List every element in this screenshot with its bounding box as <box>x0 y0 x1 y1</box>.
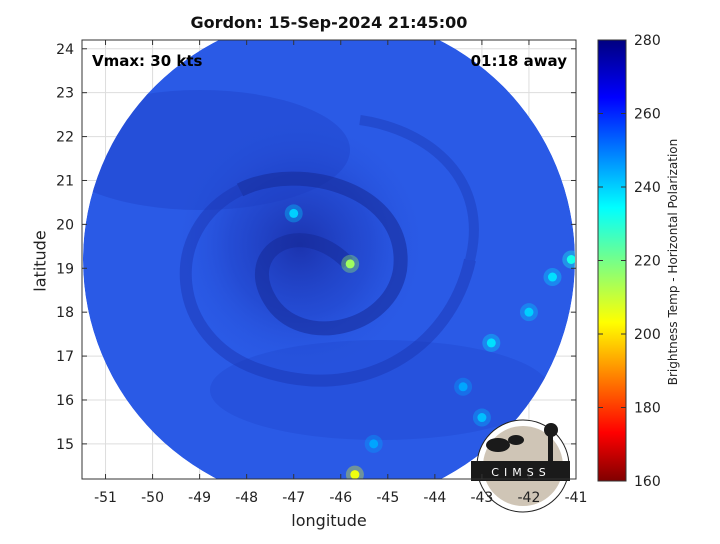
y-tick-label: 23 <box>56 86 74 102</box>
y-tick-label: 15 <box>56 437 74 453</box>
convective-features <box>284 204 575 479</box>
axes-frame <box>81 39 577 480</box>
convective-feature <box>477 413 487 423</box>
convective-feature <box>547 272 557 282</box>
y-tick-label: 19 <box>56 261 74 277</box>
x-tick-label: -44 <box>423 490 446 506</box>
colorbar-tick-label: 180 <box>634 401 661 417</box>
colorbar-tick-label: 260 <box>634 107 661 123</box>
x-tick-label: -50 <box>141 490 164 506</box>
spiral-band-outer <box>179 184 476 387</box>
convective-feature <box>350 470 360 479</box>
convective-feature <box>458 382 468 392</box>
y-tick-label: 16 <box>56 393 74 409</box>
y-axis-label: latitude <box>30 230 50 292</box>
colorbar-tick-label: 160 <box>634 474 661 490</box>
x-tick-label: -46 <box>329 490 352 506</box>
colorbar-ticks: 160 180 200 220 240 260 280 <box>598 33 661 490</box>
y-tick-label: 18 <box>56 305 74 321</box>
x-tick-label: -45 <box>376 490 399 506</box>
cimss-logo-text: CIMSS <box>491 466 550 479</box>
y-tick-label: 20 <box>56 217 74 233</box>
colorbar-tick-label: 240 <box>634 180 661 196</box>
convective-feature <box>369 439 379 449</box>
colorbar-tick-label: 200 <box>634 327 661 343</box>
convective-feature <box>486 338 496 348</box>
cloud-band-south <box>210 340 550 440</box>
colorbar-tick-label: 280 <box>634 33 661 49</box>
convective-feature <box>289 208 299 218</box>
convective-feature <box>566 255 575 264</box>
convective-feature <box>345 259 355 269</box>
spiral-band-inner <box>236 171 408 336</box>
chart-title: Gordon: 15-Sep-2024 21:45:00 <box>190 13 468 32</box>
convective-feature <box>524 307 534 317</box>
colorbar-tick-label: 220 <box>634 254 661 270</box>
y-tick-label: 22 <box>56 130 74 146</box>
cimss-logo: CIMSS <box>471 419 570 513</box>
colorbar-label: Brightness Temp - Horizontal Polarizatio… <box>666 138 680 386</box>
x-tick-label: -42 <box>518 490 541 506</box>
x-tick-label: -48 <box>235 490 258 506</box>
x-tick-label: -47 <box>282 490 305 506</box>
y-tick-label: 17 <box>56 349 74 365</box>
y-tick-label: 21 <box>56 173 74 189</box>
swath-layer <box>83 40 575 479</box>
x-tick-label: -49 <box>188 490 211 506</box>
axis-ticks: -51 -50 -49 -48 -47 -46 -45 -44 -43 -42 -41 15 16 17 1… <box>56 40 587 506</box>
spiral-band-arc <box>359 115 479 262</box>
x-tick-label: -41 <box>565 490 588 506</box>
x-tick-label: -43 <box>470 490 493 506</box>
x-tick-label: -51 <box>94 490 117 506</box>
vmax-annotation: Vmax: 30 kts <box>92 52 203 70</box>
time-offset-annotation: 01:18 away <box>470 52 567 70</box>
y-tick-label: 24 <box>56 42 74 58</box>
x-axis-label: longitude <box>291 511 367 530</box>
